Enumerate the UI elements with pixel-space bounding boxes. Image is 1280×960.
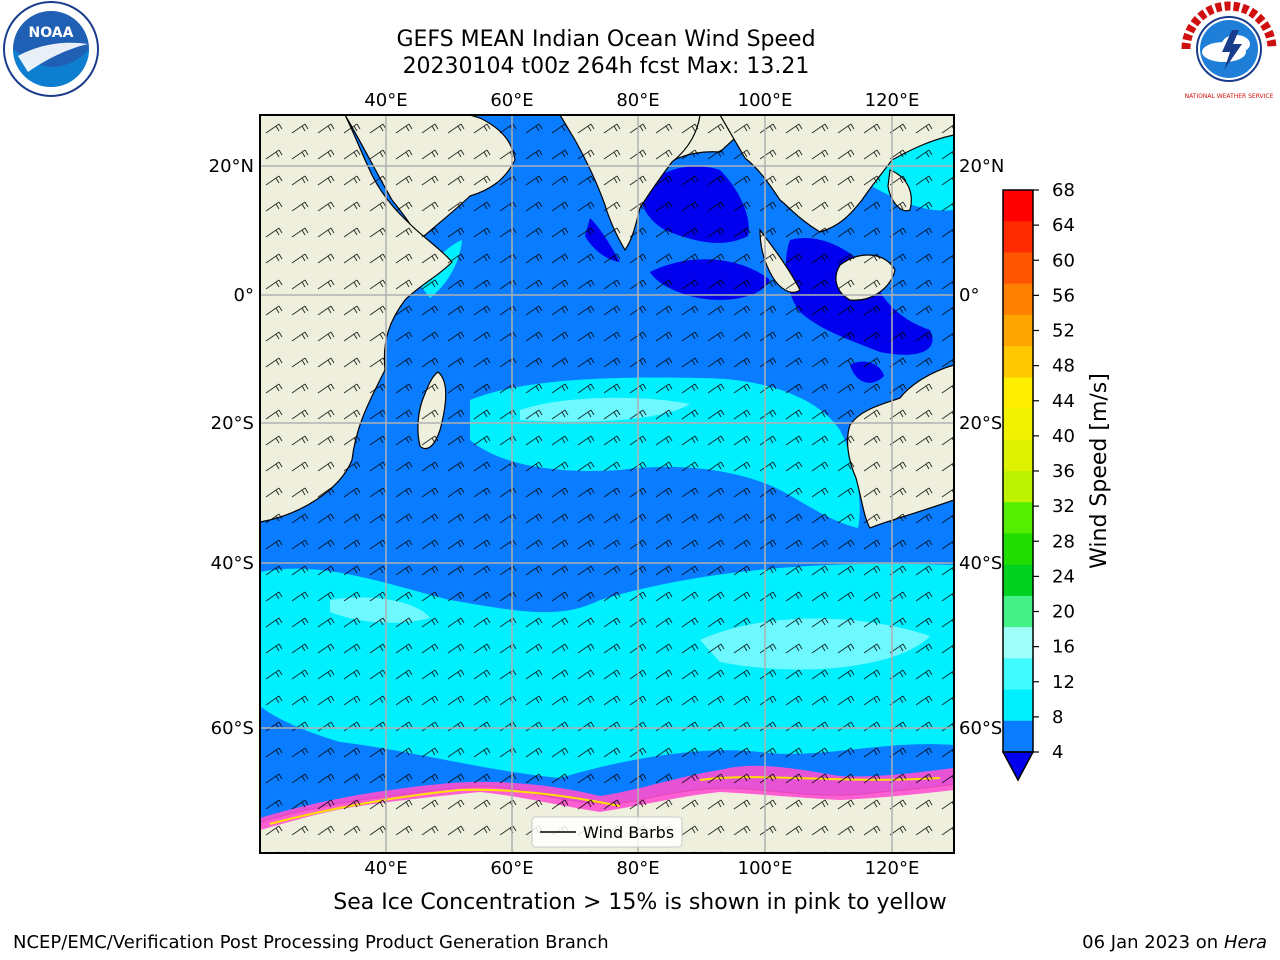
colorbar-tick-label: 12: [1052, 672, 1075, 693]
colorbar-band: [1003, 283, 1033, 316]
lon-tick-top: 120°E: [865, 90, 920, 111]
colorbar-band: [1003, 314, 1033, 347]
colorbar: 68 64 60 56 52 48 44 40 36 32 28 24 20 16 12 8 4 Wind Sp…: [1001, 180, 1112, 782]
colorbar-tick-label: 8: [1052, 707, 1063, 728]
colorbar-band: [1003, 346, 1033, 378]
colorbar-band: [1003, 533, 1033, 566]
lat-tick-right: 0°: [959, 285, 979, 306]
colorbar-extend-arrow: [1001, 751, 1035, 782]
lon-tick-bottom: 80°E: [616, 858, 659, 879]
lat-tick-right: 20°N: [959, 156, 1004, 177]
colorbar-tick-label: 56: [1052, 285, 1075, 306]
colorbar-band: [1003, 377, 1033, 410]
lat-tick-left: 0°: [234, 285, 254, 306]
colorbar-band: [1003, 658, 1033, 691]
lat-tick-left: 20°N: [209, 156, 254, 177]
lon-tick-top: 40°E: [364, 90, 407, 111]
noaa-logo-text: NOAA: [29, 25, 74, 41]
footer-credit: NCEP/EMC/Verification Post Processing Pr…: [13, 932, 609, 953]
lat-tick-left: 60°S: [211, 718, 254, 739]
colorbar-band: [1003, 471, 1033, 503]
gridlines: [260, 115, 954, 853]
lat-tick-right: 60°S: [959, 718, 1002, 739]
colorbar-band: [1003, 408, 1033, 441]
colorbar-tick-label: 16: [1052, 637, 1075, 658]
colorbar-band: [1003, 502, 1033, 534]
map-field: [260, 115, 954, 853]
map-subtitle: 20230104 t00z 264h fcst Max: 13.21: [402, 54, 810, 79]
lon-tick-bottom: 40°E: [364, 858, 407, 879]
colorbar-tick-label: 48: [1052, 356, 1075, 377]
colorbar-tick-label: 40: [1052, 426, 1075, 447]
colorbar-label: Wind Speed [m/s]: [1087, 373, 1112, 569]
map-frame: [259, 114, 955, 854]
colorbar-band: [1003, 627, 1033, 659]
colorbar-tick-label: 4: [1052, 742, 1063, 763]
map-legend: Wind Barbs: [531, 816, 683, 848]
lat-tick-left: 40°S: [211, 553, 254, 574]
footer-host: Hera: [1223, 932, 1267, 953]
colorbar-tick-label: 52: [1052, 321, 1075, 342]
lat-tick-right: 40°S: [959, 553, 1002, 574]
lon-tick-top: 100°E: [738, 90, 793, 111]
footer-date-text: 06 Jan 2023 on: [1082, 932, 1224, 953]
legend-label: Wind Barbs: [583, 823, 674, 842]
colorbar-band: [1003, 190, 1033, 222]
colorbar-band: [1003, 595, 1033, 628]
lat-tick-left: 20°S: [211, 413, 254, 434]
lon-tick-bottom: 120°E: [865, 858, 920, 879]
colorbar-band: [1003, 689, 1033, 722]
colorbar-tick-label: 20: [1052, 602, 1075, 623]
colorbar-band: [1003, 252, 1033, 285]
wind-barbs: [260, 115, 954, 853]
colorbar-band: [1003, 564, 1033, 597]
colorbar-band: [1003, 439, 1033, 472]
noaa-logo: NOAA: [3, 1, 99, 97]
nws-logo-text: NATIONAL WEATHER SERVICE: [1185, 93, 1274, 100]
colorbar-tick-label: 28: [1052, 531, 1075, 552]
colorbar-tick-label: 24: [1052, 566, 1075, 587]
colorbar-tick-label: 36: [1052, 461, 1075, 482]
colorbar-tick-label: 60: [1052, 250, 1075, 271]
colorbar-band: [1003, 221, 1033, 253]
colorbar-band: [1003, 720, 1033, 753]
colorbar-tick-label: 44: [1052, 391, 1075, 412]
map-title: GEFS MEAN Indian Ocean Wind Speed: [396, 27, 816, 52]
lon-tick-top: 60°E: [490, 90, 533, 111]
colorbar-tick-label: 32: [1052, 496, 1075, 517]
footer-date: 06 Jan 2023 on Hera: [1082, 932, 1267, 953]
colorbar-tick-label: 64: [1052, 215, 1075, 236]
lon-tick-bottom: 60°E: [490, 858, 533, 879]
lat-tick-right: 20°S: [959, 413, 1002, 434]
colorbar-tick-label: 68: [1052, 180, 1075, 201]
nws-logo: NATIONAL WEATHER SERVICE: [1181, 1, 1277, 100]
sea-ice-note: Sea Ice Concentration > 15% is shown in …: [333, 890, 947, 915]
lon-tick-bottom: 100°E: [738, 858, 793, 879]
lon-tick-top: 80°E: [616, 90, 659, 111]
